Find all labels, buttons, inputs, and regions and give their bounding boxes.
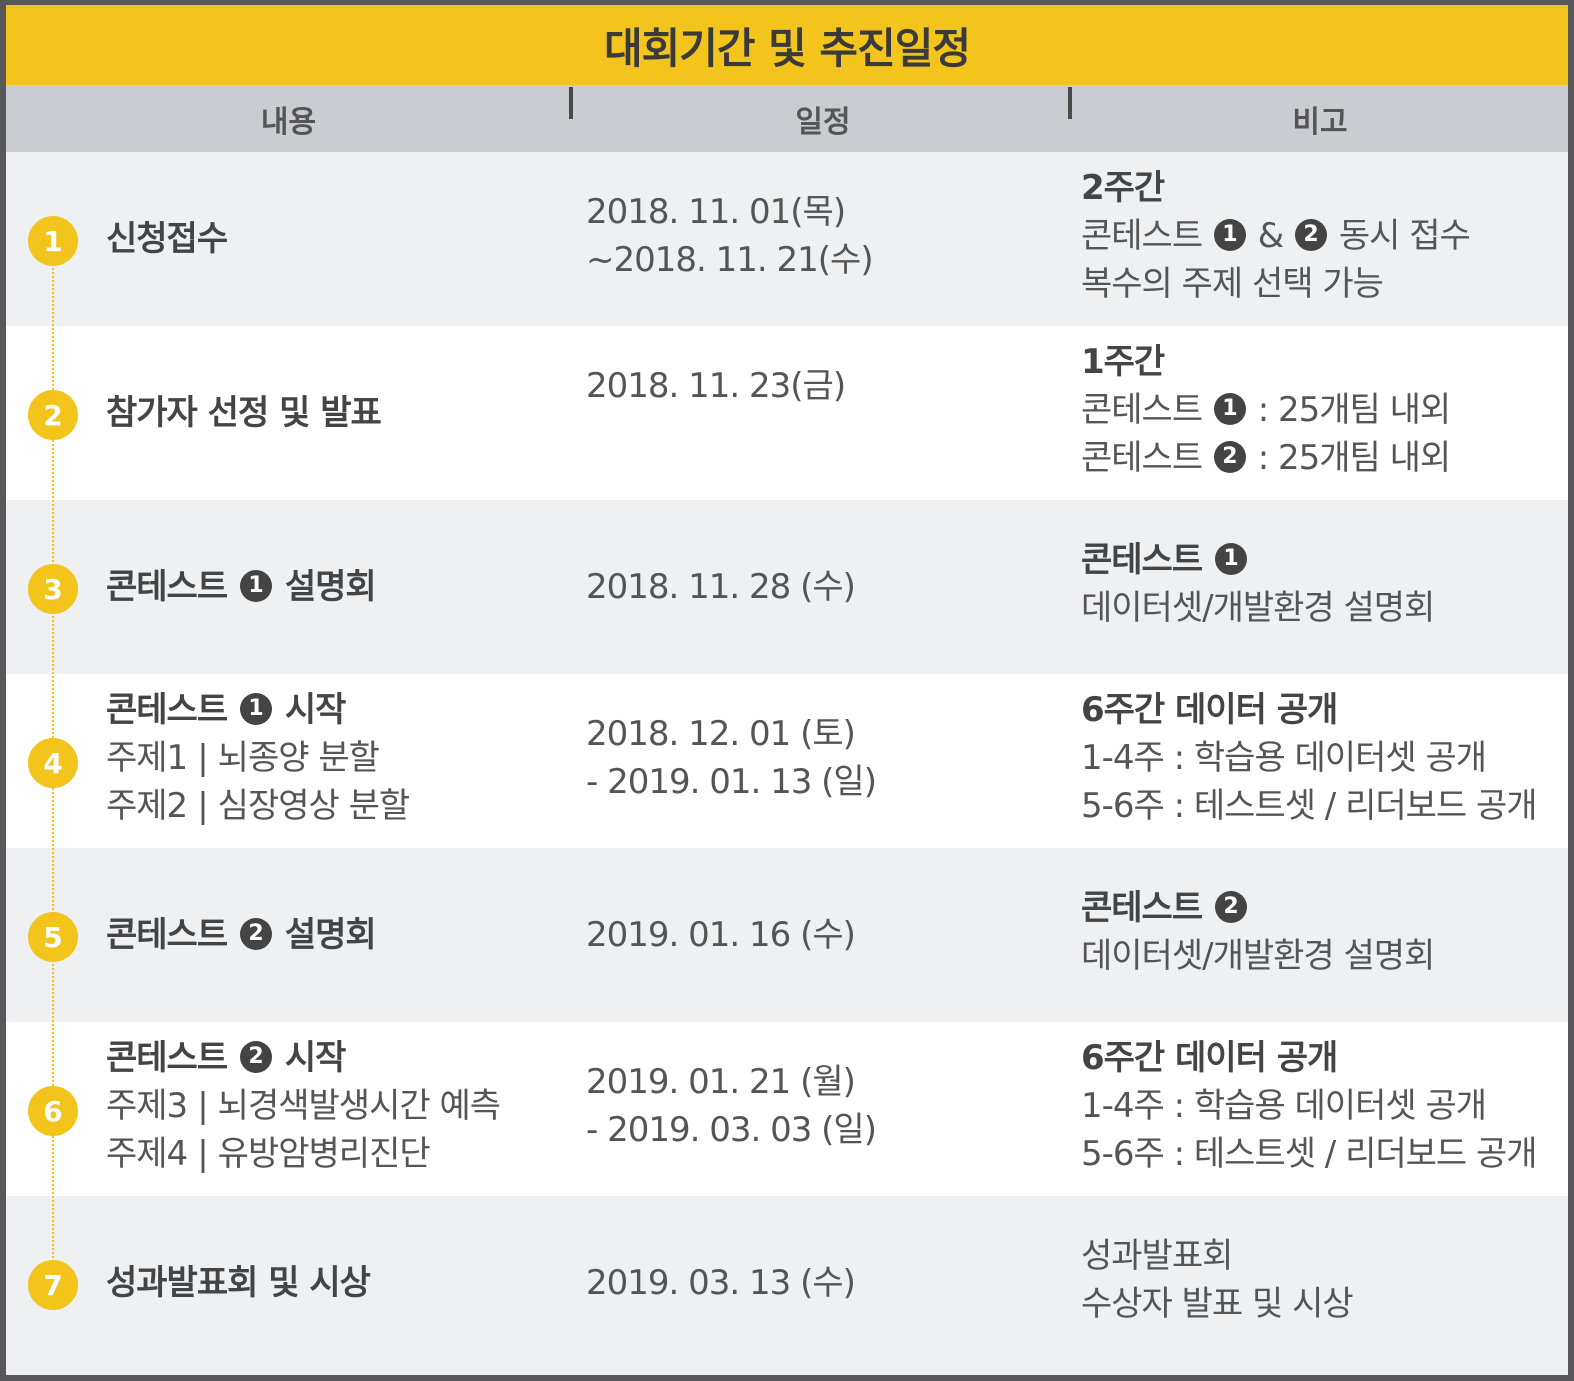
step-badge: 6 bbox=[28, 1086, 78, 1136]
step-badge: 5 bbox=[28, 912, 78, 962]
date-line: 2018. 11. 01(목) bbox=[586, 192, 846, 232]
row-date: 2018. 12. 01 (토) - 2019. 01. 13 (일) bbox=[586, 710, 1056, 806]
row-note: 콘테스트 2 데이터셋/개발환경 설명회 bbox=[1081, 884, 1561, 980]
note-line: 데이터셋/개발환경 설명회 bbox=[1081, 936, 1435, 976]
note-heading: 콘테스트 1 bbox=[1081, 536, 1561, 584]
table-row: 콘테스트 2 시작 주제3 | 뇌경색발생시간 예측 주제4 | 유방암병리진단 201… bbox=[6, 1022, 1568, 1196]
date-line: ~2018. 11. 21(수) bbox=[586, 240, 874, 280]
header-divider bbox=[1068, 87, 1072, 119]
step-badge: 1 bbox=[28, 216, 78, 266]
date-line: 2018. 11. 23(금) bbox=[586, 366, 846, 406]
table-row: 콘테스트 2 설명회 2019. 01. 16 (수) 콘테스트 2 데이터셋/… bbox=[6, 848, 1568, 1022]
note-heading: 1주간 bbox=[1081, 342, 1165, 382]
note-line: 복수의 주제 선택 가능 bbox=[1081, 264, 1384, 304]
note-line: 콘테스트 2 : 25개팀 내외 bbox=[1081, 438, 1451, 478]
row-date: 2019. 03. 13 (수) bbox=[586, 1196, 1056, 1370]
date-line: - 2019. 03. 03 (일) bbox=[586, 1110, 877, 1150]
note-line: 1-4주 : 학습용 데이터셋 공개 bbox=[1081, 1086, 1487, 1126]
row-note: 성과발표회 수상자 발표 및 시상 bbox=[1081, 1232, 1561, 1328]
note-line: 1-4주 : 학습용 데이터셋 공개 bbox=[1081, 738, 1487, 778]
note-line: 데이터셋/개발환경 설명회 bbox=[1081, 588, 1435, 628]
row-date: 2018. 11. 28 (수) bbox=[586, 500, 1056, 674]
circled-number: 2 bbox=[1295, 218, 1328, 251]
row-note: 콘테스트 1 데이터셋/개발환경 설명회 bbox=[1081, 536, 1561, 632]
date-line: 2019. 01. 21 (월) bbox=[586, 1062, 856, 1102]
note-heading: 6주간 데이터 공개 bbox=[1081, 690, 1338, 730]
note-line: 콘테스트 1 & 2 동시 접수 bbox=[1081, 216, 1471, 256]
title-bar: 대회기간 및 추진일정 bbox=[6, 5, 1568, 85]
table-row: 성과발표회 및 시상 2019. 03. 13 (수) 성과발표회 수상자 발표… bbox=[6, 1196, 1568, 1375]
note-heading: 콘테스트 2 bbox=[1081, 884, 1561, 932]
note-line: 수상자 발표 및 시상 bbox=[1081, 1284, 1354, 1324]
table-row: 참가자 선정 및 발표 2018. 11. 23(금) 1주간 콘테스트 1 :… bbox=[6, 326, 1568, 500]
row-date: 2018. 11. 01(목) ~2018. 11. 21(수) bbox=[586, 188, 1056, 284]
circled-number: 2 bbox=[239, 1040, 272, 1073]
topic-line: 주제2 | 심장영상 분할 bbox=[106, 786, 410, 826]
circled-number: 2 bbox=[1213, 440, 1246, 473]
topic-line: 주제3 | 뇌경색발생시간 예측 bbox=[106, 1086, 501, 1126]
row-note: 2주간 콘테스트 1 & 2 동시 접수 복수의 주제 선택 가능 bbox=[1081, 164, 1561, 308]
row-date: 2018. 11. 23(금) bbox=[586, 362, 1056, 410]
step-badge: 4 bbox=[28, 738, 78, 788]
table-row: 신청접수 2018. 11. 01(목) ~2018. 11. 21(수) 2주… bbox=[6, 152, 1568, 326]
date-line: 2019. 03. 13 (수) bbox=[586, 1263, 856, 1303]
circled-number: 1 bbox=[1213, 218, 1246, 251]
row-note: 6주간 데이터 공개 1-4주 : 학습용 데이터셋 공개 5-6주 : 테스트… bbox=[1081, 1034, 1561, 1178]
topic-line: 주제1 | 뇌종양 분할 bbox=[106, 738, 380, 778]
page-title: 대회기간 및 추진일정 bbox=[603, 23, 971, 73]
row-note: 1주간 콘테스트 1 : 25개팀 내외 콘테스트 2 : 25개팀 내외 bbox=[1081, 338, 1561, 482]
table-header: 내용 일정 비고 bbox=[6, 85, 1568, 152]
circled-number: 1 bbox=[239, 692, 272, 725]
row-title: 콘테스트 2 시작 bbox=[106, 1038, 346, 1078]
row-title: 콘테스트 1 시작 bbox=[106, 690, 346, 730]
schedule-table: 대회기간 및 추진일정 내용 일정 비고 신청접수 2018. 11. 01(목… bbox=[6, 5, 1568, 1375]
row-date: 2019. 01. 16 (수) bbox=[586, 848, 1056, 1022]
circled-number: 2 bbox=[1214, 890, 1247, 923]
step-badge: 2 bbox=[28, 390, 78, 440]
date-line: 2019. 01. 16 (수) bbox=[586, 915, 856, 955]
header-schedule: 일정 bbox=[795, 104, 851, 140]
row-title: 콘테스트 1 설명회 bbox=[106, 567, 377, 607]
note-heading: 2주간 bbox=[1081, 168, 1165, 208]
date-line: 2018. 11. 28 (수) bbox=[586, 567, 856, 607]
circled-number: 1 bbox=[1214, 542, 1247, 575]
header-divider bbox=[569, 87, 573, 119]
header-content: 내용 bbox=[260, 104, 317, 140]
topic-line: 주제4 | 유방암병리진단 bbox=[106, 1134, 431, 1174]
row-title: 참가자 선정 및 발표 bbox=[106, 393, 382, 433]
row-title: 신청접수 bbox=[106, 219, 228, 259]
row-title: 콘테스트 2 설명회 bbox=[106, 915, 377, 955]
note-line: 5-6주 : 테스트셋 / 리더보드 공개 bbox=[1081, 1134, 1538, 1174]
circled-number: 1 bbox=[1213, 392, 1246, 425]
circled-number: 1 bbox=[239, 569, 272, 602]
circled-number: 2 bbox=[239, 917, 272, 950]
step-badge: 7 bbox=[28, 1260, 78, 1310]
note-line: 5-6주 : 테스트셋 / 리더보드 공개 bbox=[1081, 786, 1538, 826]
note-line: 콘테스트 1 : 25개팀 내외 bbox=[1081, 390, 1451, 430]
note-heading: 6주간 데이터 공개 bbox=[1081, 1038, 1338, 1078]
date-line: 2018. 12. 01 (토) bbox=[586, 714, 856, 754]
step-badge: 3 bbox=[28, 564, 78, 614]
header-note: 비고 bbox=[1292, 104, 1348, 140]
table-row: 콘테스트 1 설명회 2018. 11. 28 (수) 콘테스트 1 데이터셋/… bbox=[6, 500, 1568, 674]
row-date: 2019. 01. 21 (월) - 2019. 03. 03 (일) bbox=[586, 1058, 1056, 1154]
row-title: 성과발표회 및 시상 bbox=[106, 1263, 371, 1303]
date-line: - 2019. 01. 13 (일) bbox=[586, 762, 877, 802]
row-note: 6주간 데이터 공개 1-4주 : 학습용 데이터셋 공개 5-6주 : 테스트… bbox=[1081, 686, 1561, 830]
table-row: 콘테스트 1 시작 주제1 | 뇌종양 분할 주제2 | 심장영상 분할 2018. 1… bbox=[6, 674, 1568, 848]
note-line: 성과발표회 bbox=[1081, 1236, 1233, 1276]
